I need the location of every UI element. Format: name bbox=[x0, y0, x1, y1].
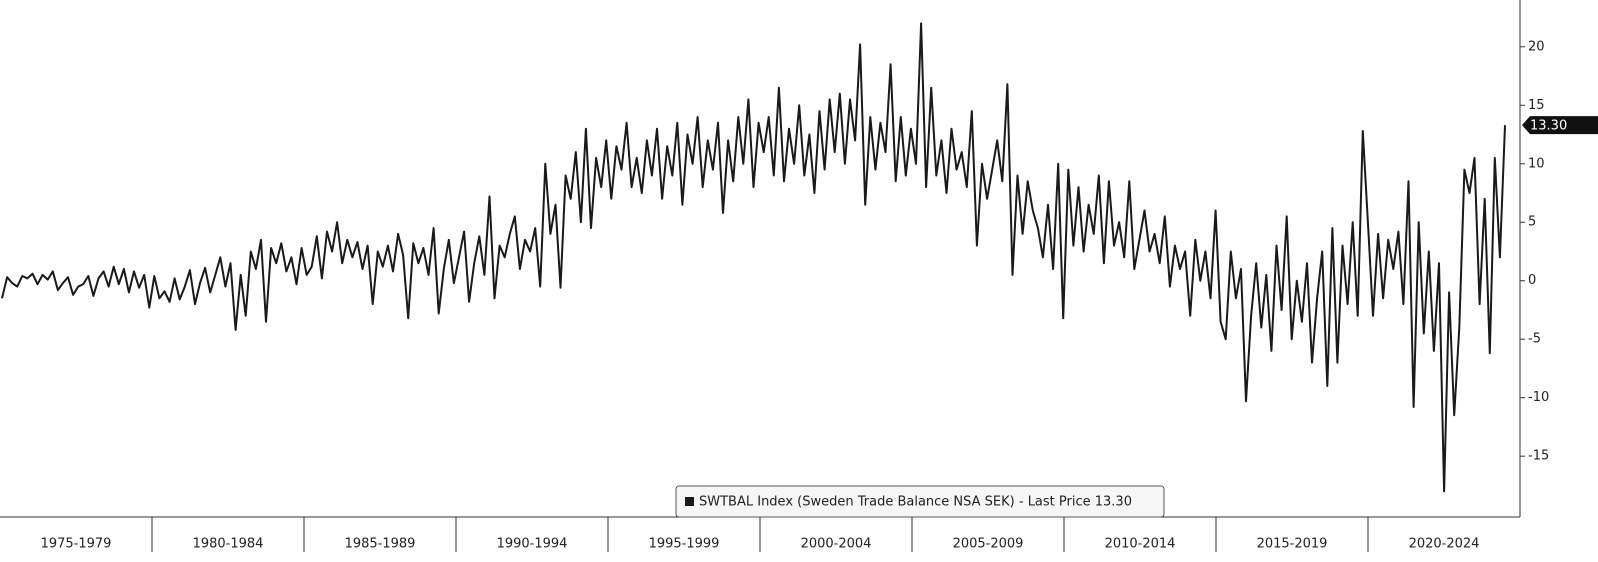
x-tick-label: 2000-2004 bbox=[801, 537, 872, 552]
y-tick-label: 0 bbox=[1528, 273, 1536, 288]
series-line bbox=[1, 22, 1506, 493]
x-tick-label: 1975-1979 bbox=[41, 537, 112, 552]
last-price-label: 13.30 bbox=[1530, 119, 1567, 134]
x-tick-label: 1985-1989 bbox=[345, 537, 416, 552]
y-tick-label: -15 bbox=[1528, 449, 1549, 464]
y-tick-label: -5 bbox=[1528, 332, 1541, 347]
x-tick-label: 1990-1994 bbox=[497, 537, 568, 552]
legend-swatch bbox=[685, 497, 694, 506]
legend-box bbox=[675, 485, 1165, 518]
y-tick-label: 10 bbox=[1528, 156, 1545, 171]
x-tick-label: 2015-2019 bbox=[1257, 537, 1328, 552]
last-price-tag bbox=[1522, 116, 1598, 135]
y-tick-label: 5 bbox=[1528, 215, 1536, 230]
x-tick-label: 1980-1984 bbox=[193, 537, 264, 552]
legend: SWTBAL Index (Sweden Trade Balance NSA S… bbox=[675, 485, 1165, 518]
legend-label: SWTBAL Index (Sweden Trade Balance NSA S… bbox=[699, 495, 1132, 510]
y-tick-label: 15 bbox=[1528, 98, 1545, 113]
y-tick-label: 20 bbox=[1528, 39, 1545, 54]
x-tick-label: 2020-2024 bbox=[1409, 537, 1480, 552]
x-tick-label: 1995-1999 bbox=[649, 537, 720, 552]
x-tick-label: 2005-2009 bbox=[953, 537, 1024, 552]
x-tick-label: 2010-2014 bbox=[1105, 537, 1176, 552]
y-tick-label: -10 bbox=[1528, 390, 1549, 405]
